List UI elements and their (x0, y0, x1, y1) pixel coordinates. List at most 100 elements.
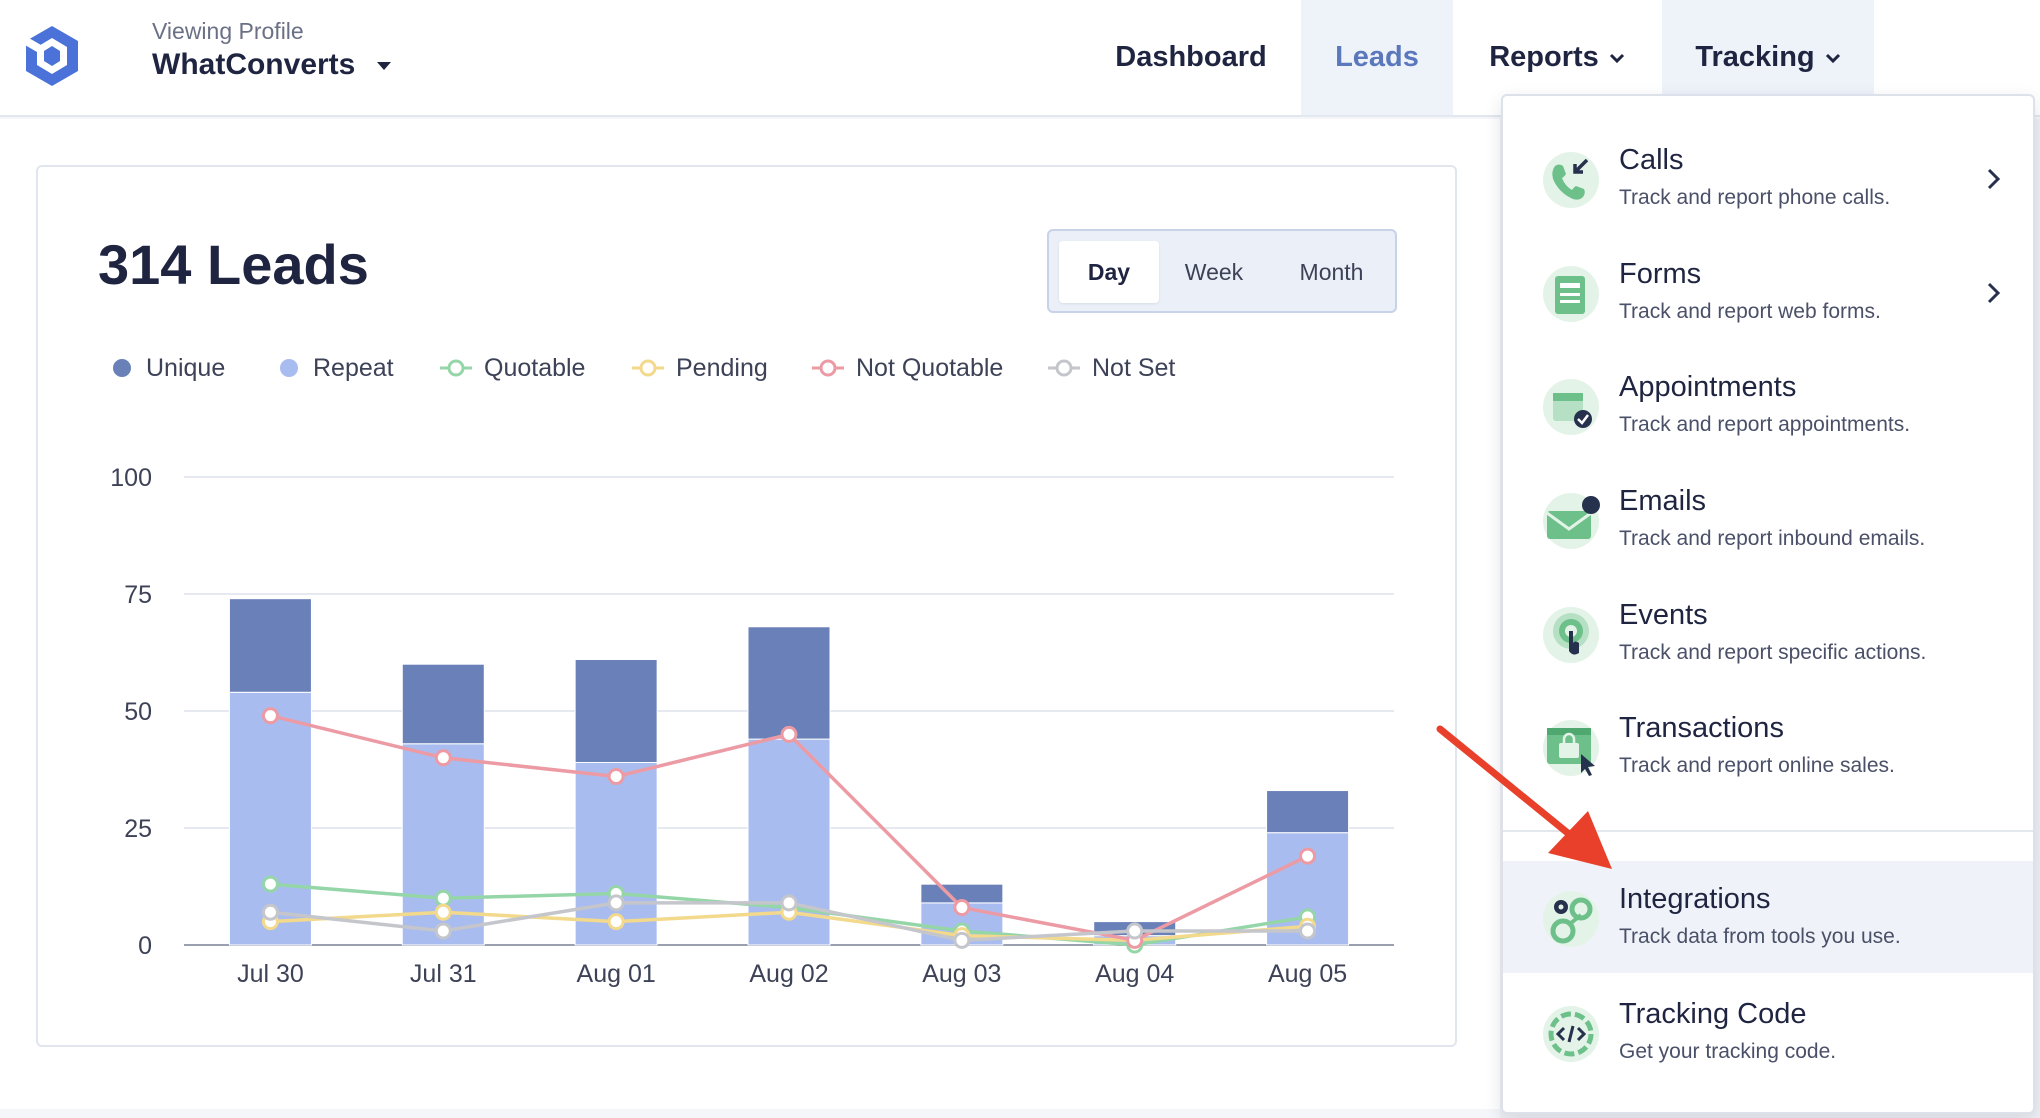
profile-selector[interactable]: WhatConverts (152, 48, 356, 81)
menu-item-title: Integrations (1619, 883, 1771, 915)
bar-unique (1266, 790, 1350, 834)
y-tick-label: 50 (124, 698, 152, 726)
nav-reports-label: Reports (1489, 41, 1599, 73)
menu-item-description: Get your tracking code. (1619, 1040, 1837, 1063)
leads-chart: 0 25 50 75 100 Jul 30 Jul 31 Aug 01 Aug 02 Aug 03… (110, 464, 1394, 988)
bar-unique (228, 598, 312, 693)
menu-item-description: Track data from tools you use. (1619, 925, 1901, 948)
menu-item-integrations[interactable]: Integrations Track data from tools you u… (1503, 861, 2033, 973)
menu-item-emails[interactable]: Emails Track and report inbound emails. (1503, 463, 2033, 575)
legend-ring-icon (632, 359, 664, 377)
shopping-bag-icon (1543, 720, 1599, 776)
menu-item-title: Appointments (1619, 371, 1797, 403)
bar-unique (747, 626, 831, 740)
legend-ring-icon (812, 359, 844, 377)
legend-dot-icon (113, 359, 131, 377)
series-point-quotable (261, 875, 279, 893)
legend-item-quotable[interactable]: Quotable (440, 350, 585, 386)
legend-dot-icon (280, 359, 298, 377)
bar-unique (574, 659, 658, 763)
nav-tracking-label: Tracking (1695, 41, 1815, 73)
legend-ring-icon (440, 359, 472, 377)
code-icon (1543, 1006, 1599, 1062)
menu-divider (1503, 830, 2033, 832)
y-tick-label: 75 (124, 581, 152, 609)
chevron-down-icon[interactable] (376, 60, 392, 72)
x-tick-label: Aug 04 (1095, 960, 1174, 988)
tracking-dropdown-menu: Calls Track and report phone calls. Form… (1501, 94, 2035, 1114)
y-tick-label: 25 (124, 815, 152, 843)
x-tick-label: Jul 31 (410, 960, 477, 988)
chevron-right-icon (1987, 282, 2001, 304)
menu-item-title: Transactions (1619, 712, 1784, 744)
series-point-not-quotable (1299, 847, 1317, 865)
series-point-not-set (1299, 922, 1317, 940)
gears-icon (1543, 891, 1599, 947)
profile-caption: Viewing Profile (152, 18, 304, 44)
series-point-not-set (953, 931, 971, 949)
series-point-not-quotable (261, 707, 279, 725)
period-day-button[interactable]: Day (1059, 241, 1159, 303)
menu-item-events[interactable]: Events Track and report specific actions… (1503, 577, 2033, 689)
menu-item-description: Track and report specific actions. (1619, 641, 1927, 664)
menu-item-calls[interactable]: Calls Track and report phone calls. (1503, 122, 2033, 234)
legend-label: Quotable (484, 353, 586, 382)
form-icon (1543, 266, 1599, 322)
series-point-not-quotable (953, 899, 971, 917)
envelope-icon (1543, 493, 1600, 549)
series-point-not-set (261, 903, 279, 921)
y-tick-label: 0 (138, 932, 152, 960)
legend-item-repeat[interactable]: Repeat (277, 350, 394, 386)
menu-item-title: Calls (1619, 144, 1684, 176)
legend-label: Repeat (313, 353, 394, 382)
menu-item-appointments[interactable]: Appointments Track and report appointmen… (1503, 349, 2033, 461)
nav-reports[interactable]: Reports (1456, 0, 1658, 115)
menu-item-title: Emails (1619, 485, 1707, 517)
bar-unique (401, 663, 485, 745)
chevron-down-icon (1825, 53, 1840, 63)
legend-label: Pending (676, 353, 768, 382)
menu-item-description: Track and report inbound emails. (1619, 527, 1926, 550)
legend-label: Unique (146, 353, 226, 382)
legend-item-unique[interactable]: Unique (110, 350, 225, 386)
menu-item-description: Track and report phone calls. (1619, 186, 1891, 209)
series-point-not-set (780, 894, 798, 912)
nav-leads-label: Leads (1335, 41, 1419, 73)
legend-ring-icon (1048, 359, 1080, 377)
series-point-pending (607, 913, 625, 931)
x-tick-label: Aug 03 (922, 960, 1001, 988)
period-month-button[interactable]: Month (1299, 258, 1364, 285)
legend-label: Not Set (1092, 353, 1176, 382)
series-point-not-quotable (434, 749, 452, 767)
phone-call-icon (1543, 152, 1599, 208)
leads-count-title: 314 Leads (98, 233, 369, 296)
series-point-not-set (1126, 922, 1144, 940)
legend-label: Not Quotable (856, 353, 1004, 382)
nav-dashboard[interactable]: Dashboard (1098, 0, 1284, 115)
annotation-arrow-icon (1436, 725, 1612, 869)
period-toggle: Day Week Month (1047, 229, 1397, 313)
menu-item-transactions[interactable]: Transactions Track and report online sal… (1503, 690, 2033, 802)
legend-item-pending[interactable]: Pending (632, 350, 768, 386)
legend-item-not-set[interactable]: Not Set (1048, 350, 1175, 386)
series-point-not-quotable (607, 768, 625, 786)
series-point-quotable (434, 889, 452, 907)
nav-leads[interactable]: Leads (1301, 0, 1453, 115)
menu-item-forms[interactable]: Forms Track and report web forms. (1503, 236, 2033, 348)
nav-dashboard-label: Dashboard (1115, 41, 1267, 73)
menu-item-title: Events (1619, 599, 1708, 631)
chevron-down-icon (1609, 53, 1624, 63)
menu-item-title: Tracking Code (1619, 998, 1807, 1030)
series-point-not-set (434, 922, 452, 940)
x-tick-label: Aug 01 (577, 960, 656, 988)
series-point-pending (434, 903, 452, 921)
legend-item-not-quotable[interactable]: Not Quotable (812, 350, 1003, 386)
whatconverts-logo-icon[interactable] (22, 24, 82, 88)
x-tick-label: Aug 05 (1268, 960, 1347, 988)
x-tick-label: Jul 30 (237, 960, 304, 988)
menu-item-description: Track and report appointments. (1619, 413, 1911, 436)
chevron-right-icon (1987, 168, 2001, 190)
menu-item-description: Track and report online sales. (1619, 754, 1895, 777)
period-week-button[interactable]: Week (1184, 258, 1244, 285)
menu-item-tracking-code[interactable]: Tracking Code Get your tracking code. (1503, 976, 2033, 1088)
